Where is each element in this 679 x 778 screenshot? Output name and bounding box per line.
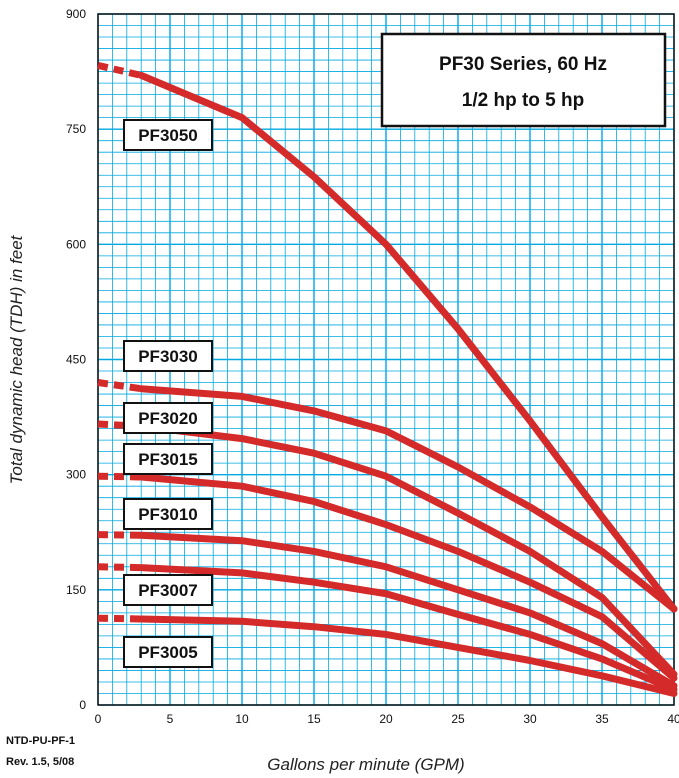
- curve-pf3007-dashed: [97, 563, 142, 572]
- curve-label-box: [123, 443, 213, 475]
- curve-pf3020: [137, 422, 678, 678]
- curve-pf3015-dashed: [97, 472, 142, 481]
- y-tick-label: 450: [66, 353, 86, 367]
- curve-label-pf3050: PF3050: [138, 126, 198, 145]
- x-axis-label: Gallons per minute (GPM): [267, 755, 464, 774]
- x-tick-label: 35: [595, 712, 609, 726]
- y-tick-label: 300: [66, 468, 86, 482]
- y-tick-label: 150: [66, 583, 86, 597]
- x-tick-label: 5: [167, 712, 174, 726]
- curve-label-pf3020: PF3020: [138, 409, 198, 428]
- curve-label-box: [123, 119, 213, 151]
- curve-label-pf3007: PF3007: [138, 581, 198, 600]
- curve-label-pf3010: PF3010: [138, 505, 198, 524]
- revision-note: Rev. 1.5, 5/08: [6, 756, 74, 768]
- curve-pf3015: [137, 473, 678, 682]
- curve-label-pf3005: PF3005: [138, 643, 198, 662]
- pump-curves: [97, 61, 678, 697]
- x-tick-label: 30: [523, 712, 537, 726]
- curve-pf3005-dashed: [97, 614, 142, 623]
- plot-frame: [97, 13, 675, 706]
- curve-pf3010-dashed: [97, 531, 142, 539]
- y-tick-label: 600: [66, 237, 86, 251]
- y-axis-label: Total dynamic head (TDH) in feet: [7, 234, 26, 484]
- y-tick-label: 900: [66, 7, 86, 21]
- title-box: PF30 Series, 60 Hz 1/2 hp to 5 hp: [380, 32, 667, 128]
- curve-label-box: [123, 498, 213, 530]
- curve-labels: PF3050 PF3030 PF3020 PF3015 PF3010 PF3007 PF30…: [123, 119, 213, 668]
- y-tick-label: 750: [66, 122, 86, 136]
- curve-label-box: [123, 340, 213, 372]
- chart-title-line-2: 1/2 hp to 5 hp: [462, 90, 584, 111]
- curve-pf3010: [137, 531, 678, 690]
- x-tick-label: 15: [307, 712, 321, 726]
- y-tick-label: 0: [79, 698, 86, 712]
- x-tick-label: 10: [235, 712, 249, 726]
- curve-pf3005: [137, 615, 678, 697]
- curve-label-box: [123, 402, 213, 434]
- x-tick-label: 40: [667, 712, 679, 726]
- x-axis-ticks: 0 5 10 15 20 25 30 35 40: [95, 712, 679, 726]
- y-axis-ticks: 0 150 300 450 600 750 900: [66, 7, 86, 712]
- x-tick-label: 0: [95, 712, 102, 726]
- chart-title-line-1: PF30 Series, 60 Hz: [439, 54, 607, 75]
- document-id: NTD-PU-PF-1: [6, 735, 75, 747]
- curve-pf3050: [137, 71, 678, 613]
- x-tick-label: 20: [379, 712, 393, 726]
- curve-label-pf3030: PF3030: [138, 347, 198, 366]
- curve-pf3030-dashed: [97, 379, 142, 393]
- curve-label-box: [123, 636, 213, 668]
- curve-pf3007: [137, 564, 678, 694]
- x-tick-label: 25: [451, 712, 465, 726]
- curve-pf3050-dashed: [97, 61, 142, 79]
- curve-label-box: [123, 574, 213, 606]
- curve-label-pf3015: PF3015: [138, 450, 198, 469]
- curve-pf3030: [137, 385, 678, 613]
